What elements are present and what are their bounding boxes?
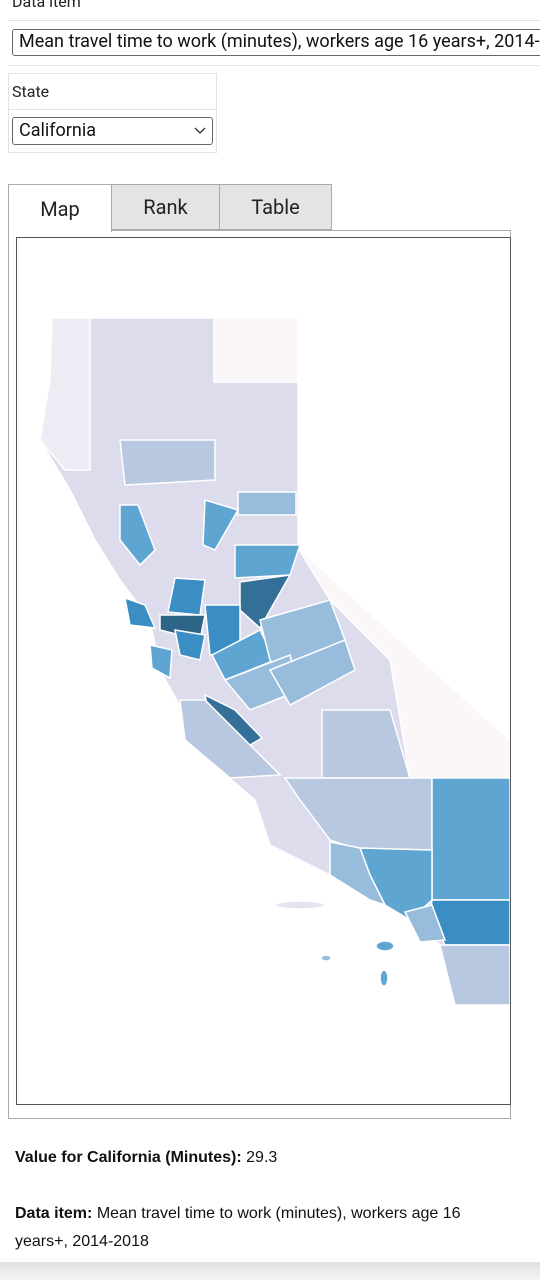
tab-map[interactable]: Map (8, 184, 112, 232)
item-label: Data item: (15, 1205, 93, 1222)
state-group (8, 73, 217, 153)
group-box (8, 20, 540, 66)
tab-table[interactable]: Table (219, 184, 332, 230)
tab-rank[interactable]: Rank (111, 184, 220, 230)
value: 29.3 (246, 1149, 278, 1166)
state-value: California (19, 120, 96, 141)
value-line: Value for California (Minutes): 29.3 (15, 1144, 277, 1172)
map (39, 317, 511, 1006)
map-frame (16, 237, 511, 1105)
item-line: Data item: Mean travel time to work (min… (15, 1200, 515, 1256)
bottom-bar (0, 1262, 540, 1280)
data-item-select[interactable]: Mean travel time to work (minutes), work… (12, 29, 540, 56)
divider (9, 109, 216, 110)
value-label: Value for California (Minutes): (15, 1149, 242, 1166)
state-select[interactable]: California (12, 117, 213, 145)
state-label: State (12, 82, 50, 101)
item-value: Mean travel time to work (minutes), work… (15, 1205, 461, 1250)
data-item-label: Data item (12, 0, 81, 11)
dropdown-arrow (194, 127, 206, 134)
